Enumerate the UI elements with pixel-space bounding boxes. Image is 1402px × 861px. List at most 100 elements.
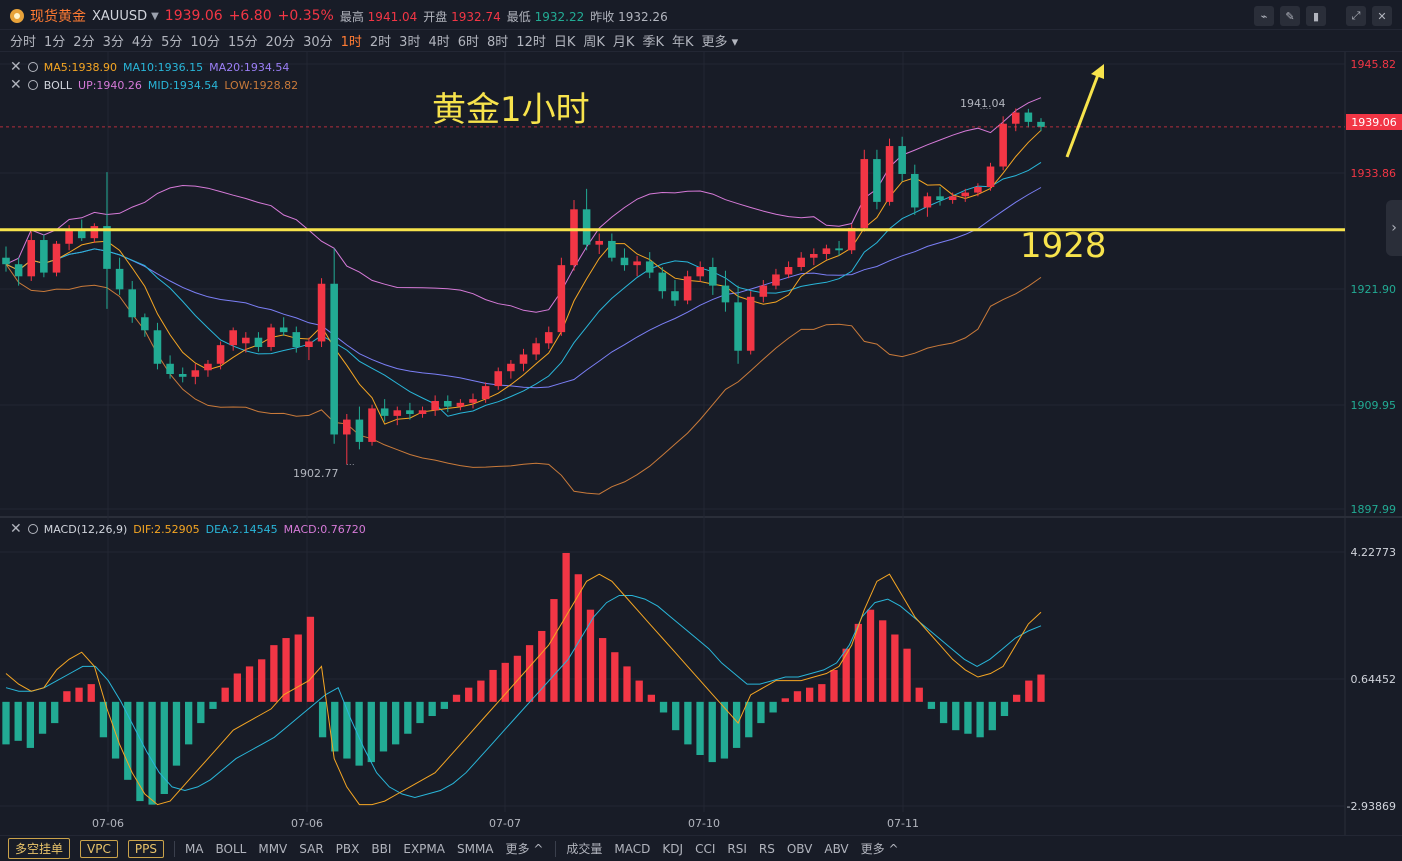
tool-button-1[interactable]: VPC <box>80 840 118 858</box>
macd-histogram-bar <box>1013 695 1020 702</box>
main-indicator-2[interactable]: MMV <box>258 842 287 856</box>
close-icon[interactable]: ✕ <box>10 78 22 92</box>
macd-histogram-bar <box>550 599 557 702</box>
candle-body <box>911 174 919 207</box>
period-21[interactable]: 年K <box>672 31 698 50</box>
indicator-icon[interactable]: ⌁ <box>1254 6 1274 26</box>
period-5[interactable]: 5分 <box>161 31 186 50</box>
candle-body <box>469 399 477 403</box>
period-22[interactable]: 更多 ▾ <box>702 31 743 50</box>
macd-histogram-bar <box>477 681 484 702</box>
symbol-code[interactable]: XAUUSD <box>92 9 147 24</box>
main-indicator-1[interactable]: BOLL <box>216 842 247 856</box>
main-indicator-8[interactable]: 更多 ^ <box>506 840 544 857</box>
main-indicator-3[interactable]: SAR <box>299 842 323 856</box>
main-indicator-4[interactable]: PBX <box>336 842 360 856</box>
macd-histogram-bar <box>441 702 448 709</box>
candle-body <box>999 124 1007 167</box>
period-2[interactable]: 2分 <box>73 31 98 50</box>
price-tick: 1909.95 <box>1351 399 1397 412</box>
period-15[interactable]: 8时 <box>487 31 512 50</box>
sub-indicator-8[interactable]: 更多 ^ <box>861 840 899 857</box>
period-12[interactable]: 3时 <box>399 31 424 50</box>
macd-histogram-bar <box>173 702 180 766</box>
main-indicator-0[interactable]: MA <box>185 842 204 856</box>
period-19[interactable]: 月K <box>613 31 639 50</box>
period-4[interactable]: 4分 <box>132 31 157 50</box>
sub-indicator-7[interactable]: ABV <box>824 842 848 856</box>
sub-indicator-6[interactable]: OBV <box>787 842 813 856</box>
candle-body <box>507 364 515 371</box>
macd-histogram-bar <box>416 702 423 723</box>
candle-body <box>192 370 200 377</box>
settings-icon[interactable] <box>28 80 38 90</box>
close-icon[interactable]: ✕ <box>10 60 22 74</box>
period-6[interactable]: 10分 <box>190 31 224 50</box>
tool-button-2[interactable]: PPS <box>128 840 164 858</box>
candle-body <box>646 261 654 272</box>
candle-body <box>419 410 427 414</box>
main-indicator-6[interactable]: EXPMA <box>403 842 445 856</box>
draw-pen-icon[interactable]: ✎ <box>1280 6 1300 26</box>
symbol-name[interactable]: 现货黄金 <box>30 6 86 26</box>
period-13[interactable]: 4时 <box>428 31 453 50</box>
fullscreen-icon[interactable]: ⤢ <box>1346 6 1366 26</box>
period-14[interactable]: 6时 <box>458 31 483 50</box>
period-3[interactable]: 3分 <box>103 31 128 50</box>
main-indicator-5[interactable]: BBI <box>371 842 391 856</box>
macd-histogram-bar <box>891 635 898 702</box>
macd-histogram-bar <box>502 663 509 702</box>
sub-indicator-2[interactable]: KDJ <box>662 842 683 856</box>
macd-histogram-bar <box>599 638 606 702</box>
settings-icon[interactable] <box>28 62 38 72</box>
boll-name: BOLL <box>44 79 72 92</box>
tool-button-0[interactable]: 多空挂单 <box>8 838 70 859</box>
ma20-value: MA20:1934.54 <box>209 61 289 74</box>
close-icon[interactable]: ✕ <box>10 522 22 536</box>
candle-body <box>267 327 275 347</box>
period-1[interactable]: 1分 <box>44 31 69 50</box>
chart-canvas[interactable] <box>0 52 1402 835</box>
macd-histogram-bar <box>246 666 253 701</box>
period-9[interactable]: 30分 <box>303 31 337 50</box>
arrow-annotation-shaft <box>1067 72 1099 157</box>
dif-value: DIF:2.52905 <box>133 523 199 536</box>
boll-mid-value: MID:1934.54 <box>148 79 218 92</box>
candle-body <box>293 332 301 347</box>
chevron-right-icon[interactable]: › <box>1386 200 1402 256</box>
candle-type-icon[interactable]: ▮ <box>1306 6 1326 26</box>
period-17[interactable]: 日K <box>554 31 580 50</box>
period-11[interactable]: 2时 <box>370 31 395 50</box>
sub-indicator-5[interactable]: RS <box>759 842 775 856</box>
period-16[interactable]: 12时 <box>516 31 550 50</box>
candle-body <box>1025 113 1033 122</box>
period-10[interactable]: 1时 <box>341 31 366 50</box>
ma10-value: MA10:1936.15 <box>123 61 203 74</box>
main-indicator-7[interactable]: SMMA <box>457 842 494 856</box>
macd-histogram-bar <box>526 645 533 702</box>
candle-body <box>368 408 376 441</box>
period-7[interactable]: 15分 <box>228 31 262 50</box>
sub-indicator-4[interactable]: RSI <box>727 842 747 856</box>
macd-histogram-bar <box>879 620 886 702</box>
divider <box>555 841 556 857</box>
macd-histogram-bar <box>295 635 302 702</box>
candle-body <box>810 254 818 258</box>
high-value: 1941.04 <box>368 10 418 24</box>
sub-indicator-1[interactable]: MACD <box>614 842 650 856</box>
period-8[interactable]: 20分 <box>266 31 300 50</box>
period-20[interactable]: 季K <box>642 31 668 50</box>
macd-histogram-bar <box>380 702 387 752</box>
period-0[interactable]: 分时 <box>10 31 40 50</box>
candle-body <box>457 403 465 407</box>
candle-body <box>961 193 969 197</box>
period-18[interactable]: 周K <box>583 31 609 50</box>
sub-indicator-0[interactable]: 成交量 <box>566 840 602 857</box>
sub-indicator-3[interactable]: CCI <box>695 842 715 856</box>
candle-body <box>116 269 124 289</box>
settings-icon[interactable] <box>28 524 38 534</box>
chevron-down-icon[interactable]: ▼ <box>151 11 159 22</box>
last-price-tag: 1939.06 <box>1346 114 1402 130</box>
close-icon[interactable]: ✕ <box>1372 6 1392 26</box>
macd-histogram-bar <box>75 688 82 702</box>
